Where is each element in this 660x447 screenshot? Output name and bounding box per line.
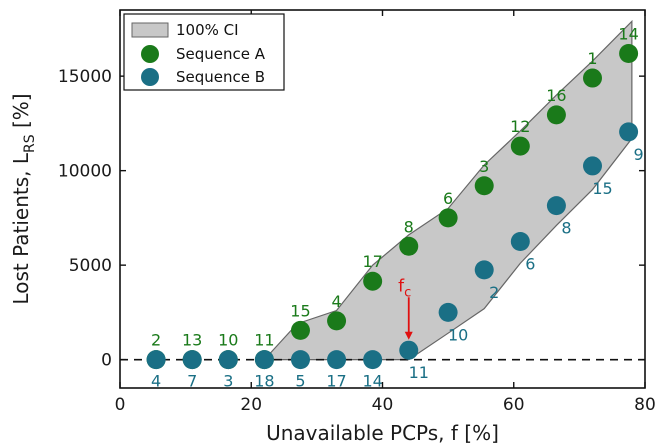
point-label-sequence-a: 16	[546, 86, 566, 105]
point-label-sequence-a: 3	[479, 157, 489, 176]
point-label-sequence-b: 17	[326, 372, 346, 391]
point-sequence-b	[218, 350, 238, 370]
y-axis-title-subscript: RS	[22, 134, 38, 153]
point-label-sequence-b: 3	[223, 372, 233, 391]
y-tick-label: 15000	[58, 67, 112, 87]
point-sequence-a	[619, 43, 639, 63]
x-tick-label: 40	[372, 395, 394, 415]
points-layer	[146, 43, 639, 370]
y-tick-label: 10000	[58, 162, 112, 182]
x-tick-label: 80	[634, 395, 656, 415]
legend-label-sequence-b: Sequence B	[176, 68, 265, 86]
fc-label: fc	[398, 276, 411, 300]
legend-label-sequence-a: Sequence A	[176, 45, 266, 63]
point-label-sequence-b: 2	[489, 283, 499, 302]
point-label-sequence-b: 5	[295, 372, 305, 391]
point-label-sequence-a: 11	[254, 331, 274, 350]
point-label-sequence-b: 15	[592, 179, 612, 198]
point-labels-layer: 2 13 10 11 15 4 17 8 6 3 12 16 1 14 4 7 3 18 5 17 14 11 10 2 6 8 1…	[151, 24, 644, 390]
point-label-sequence-b: 10	[448, 325, 468, 344]
point-label-sequence-b: 14	[362, 372, 382, 391]
point-sequence-b	[327, 350, 347, 370]
legend-label-ci: 100% CI	[176, 21, 239, 39]
y-axis-title: Lost Patients, LRS [%]	[9, 93, 38, 304]
fc-annotation: fc	[398, 276, 413, 340]
point-sequence-a	[583, 68, 602, 88]
fc-label-subscript: c	[404, 285, 411, 300]
point-label-sequence-b: 18	[254, 372, 274, 391]
point-label-sequence-a: 8	[404, 217, 414, 236]
y-axis-title-main: Lost Patients, L	[9, 152, 33, 304]
y-tick-label: 0	[101, 351, 112, 371]
point-label-sequence-a: 6	[443, 189, 453, 208]
point-label-sequence-b: 7	[187, 372, 197, 391]
point-sequence-b	[182, 350, 202, 370]
point-sequence-b	[474, 260, 494, 280]
point-sequence-a	[290, 320, 310, 340]
point-sequence-b	[583, 156, 602, 176]
legend-ci-patch	[131, 22, 169, 38]
x-tick-label: 20	[240, 395, 262, 415]
axis-ticks-layer: 0 20 40 60 80 0 5000 10000 15000	[58, 10, 656, 415]
point-label-sequence-b: 8	[561, 219, 571, 238]
point-label-sequence-a: 14	[618, 24, 638, 43]
point-label-sequence-b: 6	[525, 255, 535, 274]
point-sequence-a	[510, 136, 530, 156]
point-sequence-a	[363, 271, 383, 291]
point-sequence-b	[290, 350, 310, 370]
point-label-sequence-a: 13	[182, 331, 202, 350]
point-label-sequence-a: 4	[331, 292, 341, 311]
point-sequence-b	[619, 122, 639, 142]
point-label-sequence-a: 2	[151, 331, 161, 350]
x-tick-label: 0	[115, 395, 126, 415]
x-axis-title: Unavailable PCPs, f [%]	[266, 421, 499, 445]
legend-marker-sequence-a	[141, 45, 159, 63]
point-sequence-a	[327, 311, 347, 331]
point-label-sequence-b: 9	[634, 145, 644, 164]
point-sequence-a	[546, 105, 566, 125]
point-label-sequence-a: 17	[362, 252, 382, 271]
point-sequence-b	[399, 340, 419, 360]
legend: 100% CI Sequence A Sequence B	[123, 13, 285, 91]
point-sequence-a	[474, 176, 494, 196]
y-tick-label: 5000	[69, 256, 112, 276]
point-sequence-b	[546, 196, 566, 216]
point-label-sequence-a: 15	[290, 301, 310, 320]
point-sequence-b	[438, 302, 458, 322]
point-sequence-a	[438, 208, 458, 228]
point-label-sequence-a: 1	[587, 49, 597, 68]
point-label-sequence-a: 12	[510, 117, 530, 136]
fc-arrowhead	[404, 331, 413, 340]
x-tick-label: 60	[503, 395, 525, 415]
point-label-sequence-b: 4	[151, 372, 161, 391]
fc-label-main: f	[398, 276, 405, 296]
point-sequence-b	[363, 350, 383, 370]
point-sequence-a	[399, 236, 419, 256]
point-label-sequence-a: 10	[218, 331, 238, 350]
point-sequence-b	[510, 232, 530, 252]
y-axis-title-unit: [%]	[9, 93, 33, 134]
point-label-sequence-b: 11	[409, 363, 429, 382]
legend-marker-sequence-b	[141, 68, 159, 86]
point-sequence-b	[146, 350, 166, 370]
point-sequence-b	[254, 350, 274, 370]
